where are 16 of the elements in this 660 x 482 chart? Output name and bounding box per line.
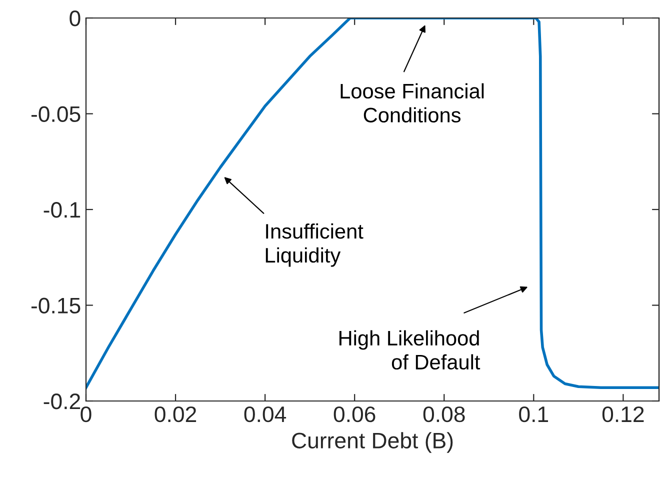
- x-axis-title: Current Debt (B): [292, 432, 453, 453]
- annotation: High Likelihood of Default: [339, 330, 480, 370]
- x-tick-label: 0.12: [602, 406, 644, 422]
- x-tick-label: 0.04: [244, 406, 286, 422]
- annotation: Loose Financial Conditions: [340, 83, 484, 123]
- y-tick-label: -0.2: [44, 394, 80, 410]
- x-tick-label: 0.1: [519, 406, 548, 422]
- annotation: Insufficient Liquidity: [266, 223, 364, 267]
- x-tick-label: 0.08: [423, 406, 465, 422]
- x-tick-label: 0.06: [334, 406, 376, 422]
- y-tick-label: -0.1: [44, 202, 80, 218]
- y-tick-label: -0.15: [31, 298, 80, 314]
- x-tick-label: 0: [80, 406, 92, 422]
- y-tick-label: -0.05: [31, 106, 80, 122]
- x-tick-label: 0.02: [154, 406, 196, 422]
- y-tick-label: 0: [70, 10, 80, 26]
